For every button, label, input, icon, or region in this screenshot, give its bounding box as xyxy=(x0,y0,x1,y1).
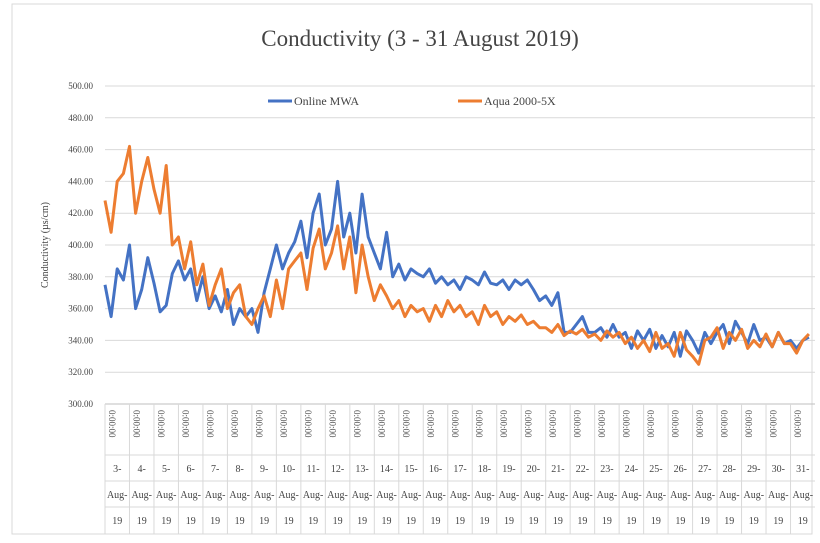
chart-title: Conductivity (3 - 31 August 2019) xyxy=(261,26,579,51)
legend-label: Online MWA xyxy=(294,94,359,108)
y-tick-label: 400.00 xyxy=(68,240,93,250)
x-time-label: 0:00:00 xyxy=(646,410,656,438)
y-tick-label: 340.00 xyxy=(68,335,93,345)
y-tick-label: 360.00 xyxy=(68,304,93,314)
x-time-label: 0:00:00 xyxy=(621,410,631,438)
x-time-label: 0:00:00 xyxy=(107,410,117,438)
x-time-label: 0:00:00 xyxy=(352,410,362,438)
x-time-label: 0:00:00 xyxy=(156,410,166,438)
x-time-label: 0:00:00 xyxy=(499,410,509,438)
x-time-label: 0:00:00 xyxy=(254,410,264,438)
x-tick-label: 11-Aug-19 xyxy=(303,464,324,527)
x-time-label: 0:00:00 xyxy=(180,410,190,438)
y-tick-label: 460.00 xyxy=(68,145,93,155)
y-tick-label: 420.00 xyxy=(68,208,93,218)
x-tick-label: 10-Aug-19 xyxy=(278,464,299,527)
x-tick-label: 16-Aug-19 xyxy=(425,464,446,527)
x-time-label: 0:00:00 xyxy=(205,410,215,438)
x-tick-label: 21-Aug-19 xyxy=(548,464,569,527)
x-tick-label: 14-Aug-19 xyxy=(376,464,397,527)
x-time-label: 0:00:00 xyxy=(327,410,337,438)
series-line xyxy=(103,179,810,358)
y-tick-label: 380.00 xyxy=(68,272,93,282)
x-time-label: 0:00:00 xyxy=(450,410,460,438)
x-tick-label: 15-Aug-19 xyxy=(401,464,422,527)
y-tick-label: 500.00 xyxy=(68,81,93,91)
x-tick-label: 5-Aug-19 xyxy=(156,464,177,527)
x-tick-label: 13-Aug-19 xyxy=(352,464,373,527)
x-time-label: 0:00:00 xyxy=(548,410,558,438)
x-tick-label: 30-Aug-19 xyxy=(768,464,789,527)
x-tick-label: 17-Aug-19 xyxy=(450,464,471,527)
x-time-label: 0:00:00 xyxy=(229,410,239,438)
y-axis-label: Conductivity (µs/cm) xyxy=(40,202,51,288)
x-tick-label: 26-Aug-19 xyxy=(670,464,691,527)
x-time-label: 0:00:00 xyxy=(376,410,386,438)
x-tick-label: 6-Aug-19 xyxy=(180,464,201,527)
x-tick-label: 27-Aug-19 xyxy=(695,464,716,527)
x-tick-label: 19-Aug-19 xyxy=(499,464,520,527)
x-time-label: 0:00:00 xyxy=(474,410,484,438)
y-tick-label: 320.00 xyxy=(68,367,93,377)
x-time-label: 0:00:00 xyxy=(695,410,705,438)
x-tick-label: 23-Aug-19 xyxy=(597,464,618,527)
x-tick-label: 31-Aug-19 xyxy=(792,464,813,527)
x-tick-label: 25-Aug-19 xyxy=(646,464,667,527)
x-tick-label: 29-Aug-19 xyxy=(744,464,765,527)
x-tick-label: 3-Aug-19 xyxy=(107,464,128,527)
x-tick-label: 24-Aug-19 xyxy=(621,464,642,527)
x-time-label: 0:00:00 xyxy=(131,410,141,438)
x-tick-label: 18-Aug-19 xyxy=(474,464,495,527)
x-tick-label: 12-Aug-19 xyxy=(327,464,348,527)
x-time-label: 0:00:00 xyxy=(793,410,803,438)
x-tick-label: 28-Aug-19 xyxy=(719,464,740,527)
x-tick-label: 4-Aug-19 xyxy=(131,464,152,527)
x-tick-label: 7-Aug-19 xyxy=(205,464,226,527)
x-time-label: 0:00:00 xyxy=(572,410,582,438)
x-tick-label: 20-Aug-19 xyxy=(523,464,544,527)
x-time-label: 0:00:00 xyxy=(719,410,729,438)
series-line xyxy=(103,144,810,366)
x-time-label: 0:00:00 xyxy=(523,410,533,438)
x-time-label: 0:00:00 xyxy=(401,410,411,438)
x-tick-label: 8-Aug-19 xyxy=(229,464,250,527)
x-time-label: 0:00:00 xyxy=(768,410,778,438)
legend-label: Aqua 2000-5X xyxy=(484,94,556,108)
x-time-label: 0:00:00 xyxy=(303,410,313,438)
y-tick-label: 480.00 xyxy=(68,113,93,123)
x-time-label: 0:00:00 xyxy=(597,410,607,438)
x-time-label: 0:00:00 xyxy=(278,410,288,438)
x-tick-label: 9-Aug-19 xyxy=(254,464,275,527)
x-time-label: 0:00:00 xyxy=(744,410,754,438)
y-tick-label: 440.00 xyxy=(68,176,93,186)
x-time-label: 0:00:00 xyxy=(670,410,680,438)
x-tick-label: 22-Aug-19 xyxy=(572,464,593,527)
y-tick-label: 300.00 xyxy=(68,399,93,409)
x-time-label: 0:00:00 xyxy=(425,410,435,438)
